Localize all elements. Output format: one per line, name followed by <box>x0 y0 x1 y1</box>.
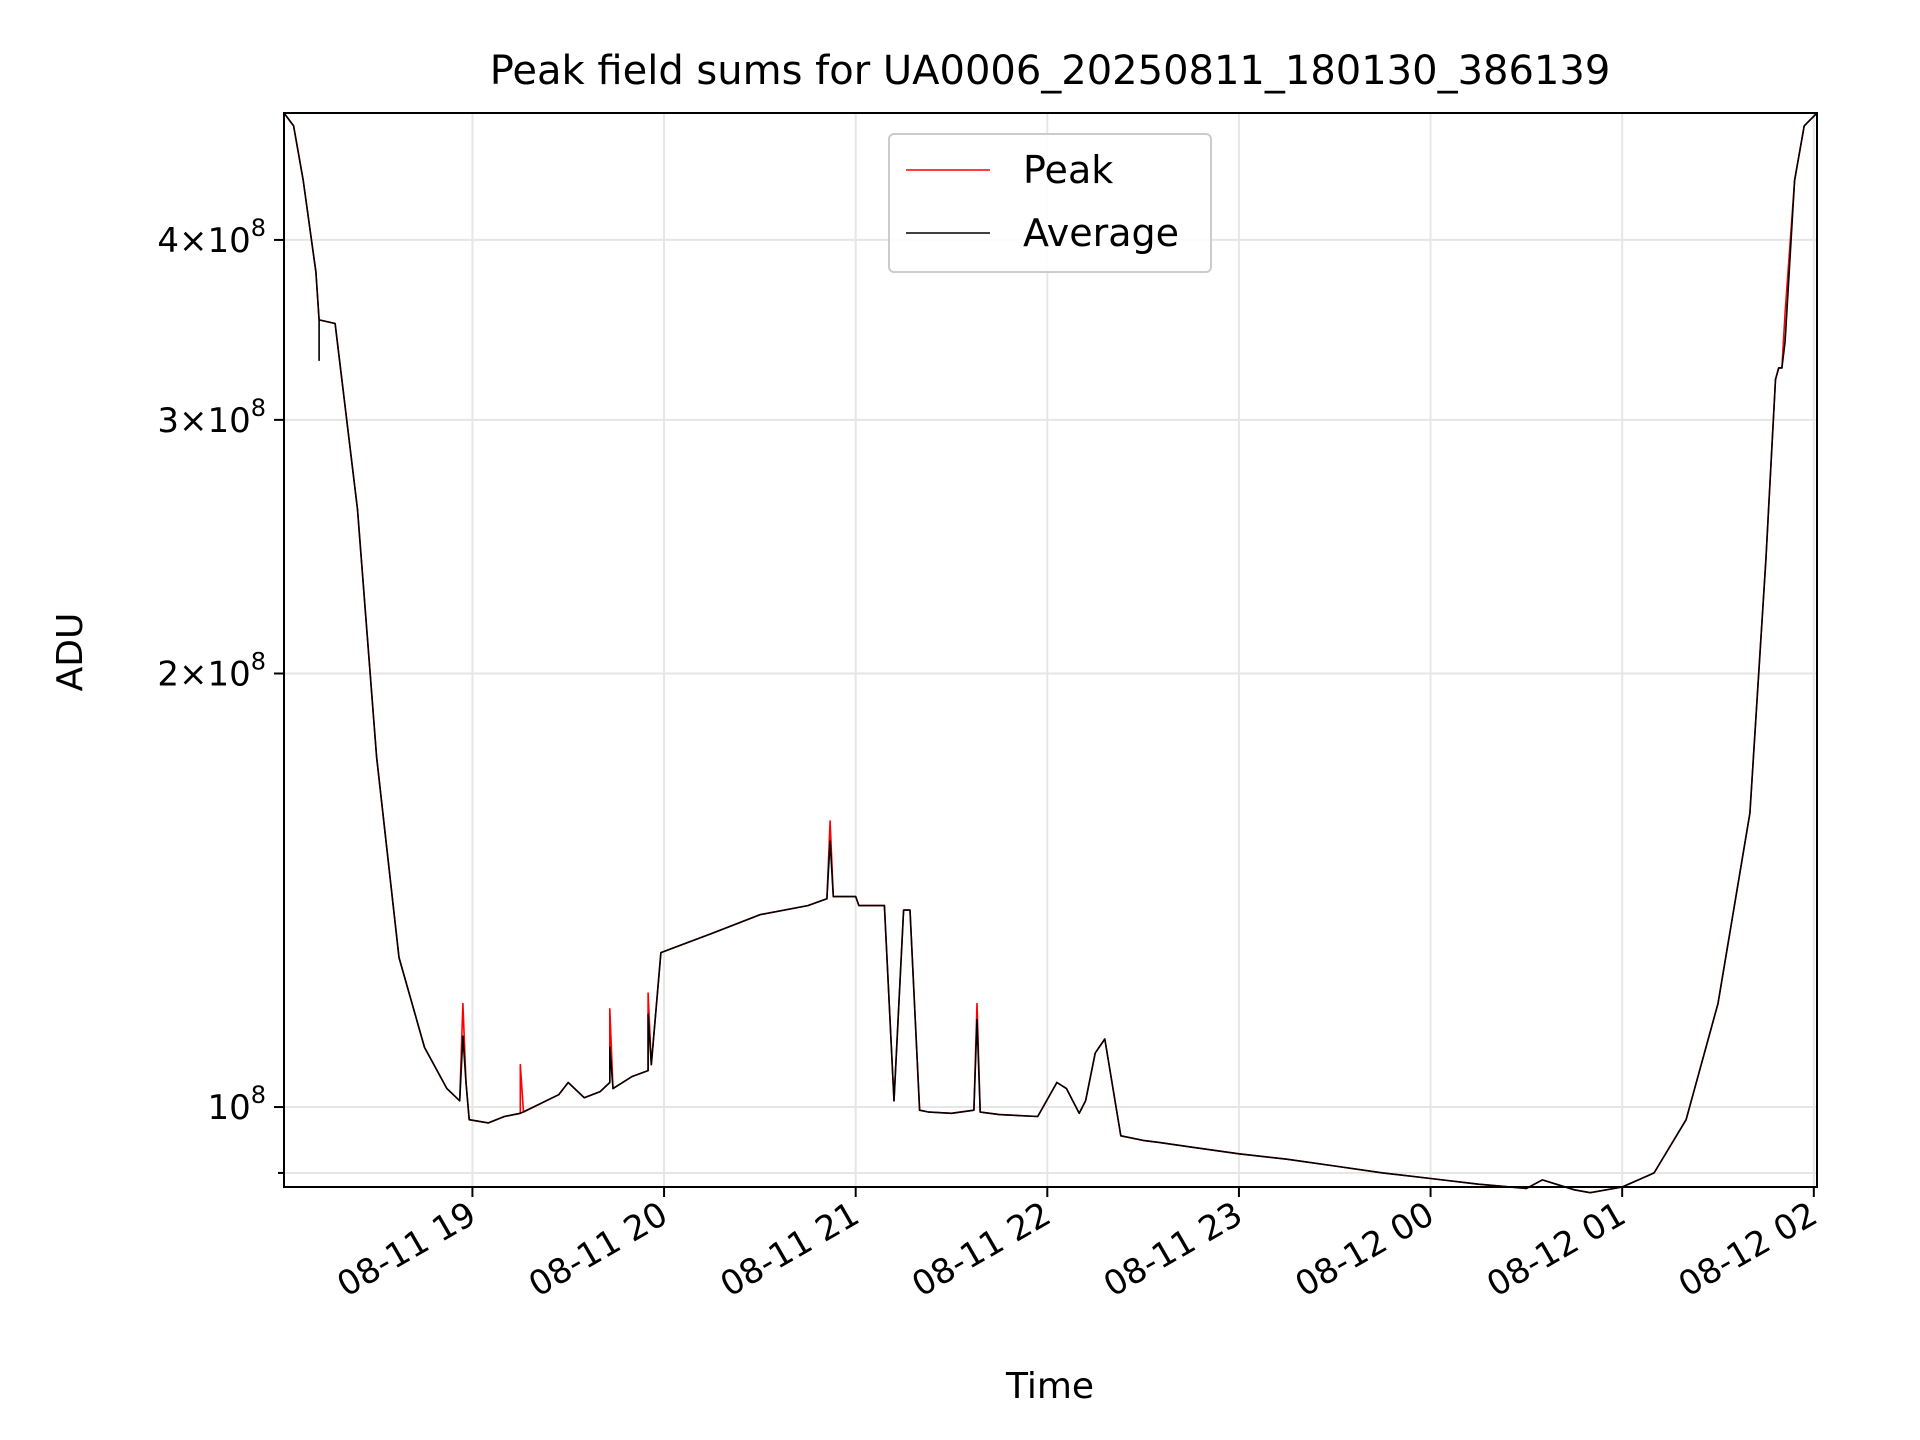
y-axis-label: ADU <box>50 613 91 692</box>
y-axis-ticks: 108 2×108 3×108 4×108 <box>157 214 284 1174</box>
y-tick-label: 3×108 <box>157 394 266 441</box>
y-tick-label: 2×108 <box>157 647 266 694</box>
x-axis-label: Time <box>1005 1366 1094 1407</box>
y-tick-label: 108 <box>207 1081 266 1128</box>
plot-lines <box>283 112 1818 1194</box>
legend: Peak Average <box>888 133 1212 273</box>
plot-frame <box>283 112 1818 1188</box>
series-line-average <box>283 112 1818 1194</box>
chart-title: Peak field sums for UA0006_20250811_1801… <box>490 48 1611 94</box>
grid <box>284 113 1817 1187</box>
legend-box <box>888 133 1212 273</box>
legend-label-average: Average <box>1023 211 1179 255</box>
y-tick-label: 4×108 <box>157 214 266 261</box>
legend-label-peak: Peak <box>1023 148 1113 192</box>
